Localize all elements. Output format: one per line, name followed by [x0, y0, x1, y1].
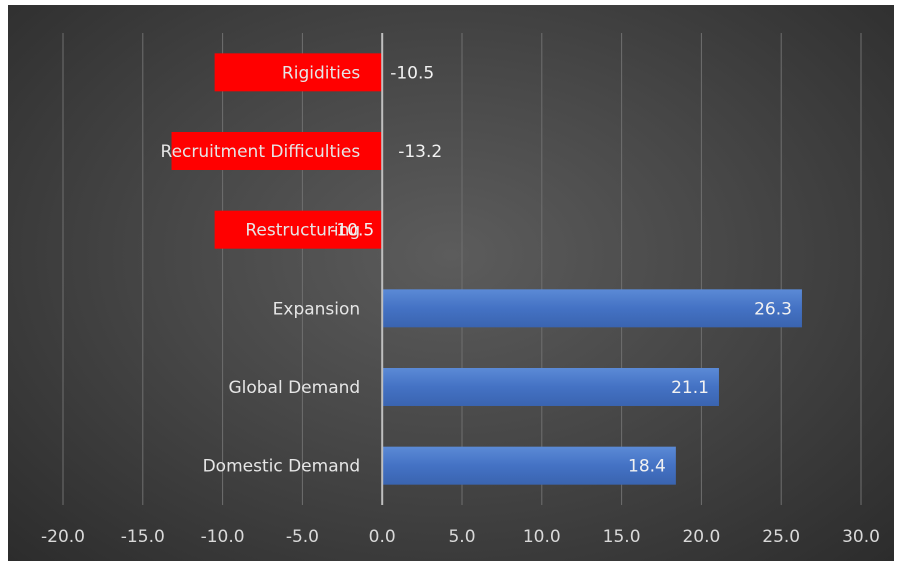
x-tick-label: 20.0	[682, 527, 720, 547]
category-label: Global Demand	[228, 378, 360, 398]
data-label: 26.3	[754, 299, 792, 319]
bar	[171, 132, 383, 170]
bar-chart: -20.0 -15.0 -10.0 -5.0 0.0 5.0 10.0 15.0 20.0 25.…	[41, 33, 880, 547]
data-label: 18.4	[628, 457, 666, 477]
bar	[214, 53, 383, 92]
x-tick-label: -5.0	[286, 527, 319, 547]
x-tick-label: -15.0	[121, 527, 165, 547]
x-tick-label: -10.0	[201, 527, 245, 547]
bar	[382, 446, 676, 485]
x-tick-label: 25.0	[762, 527, 800, 547]
x-tick-label: 5.0	[448, 527, 475, 547]
x-tick-label: 10.0	[523, 527, 561, 547]
category-label: Restructuring	[245, 221, 360, 241]
category-label: Domestic Demand	[203, 457, 361, 477]
bar	[214, 210, 383, 249]
bar	[382, 368, 719, 406]
data-label: -13.2	[398, 142, 442, 162]
data-label: 21.1	[671, 378, 709, 398]
x-tick-label: 30.0	[842, 527, 880, 547]
chart-area: -20.0 -15.0 -10.0 -5.0 0.0 5.0 10.0 15.0 20.0 25.…	[8, 5, 894, 561]
x-tick-label: 0.0	[369, 527, 396, 547]
category-label: Recruitment Difficulties	[161, 142, 361, 162]
category-label: Rigidities	[282, 63, 360, 83]
x-tick-label: -20.0	[41, 527, 85, 547]
data-label: -10.5	[330, 221, 374, 241]
data-label: -10.5	[390, 63, 434, 83]
bar	[382, 289, 802, 328]
x-tick-label: 15.0	[603, 527, 641, 547]
category-label: Expansion	[273, 299, 361, 319]
